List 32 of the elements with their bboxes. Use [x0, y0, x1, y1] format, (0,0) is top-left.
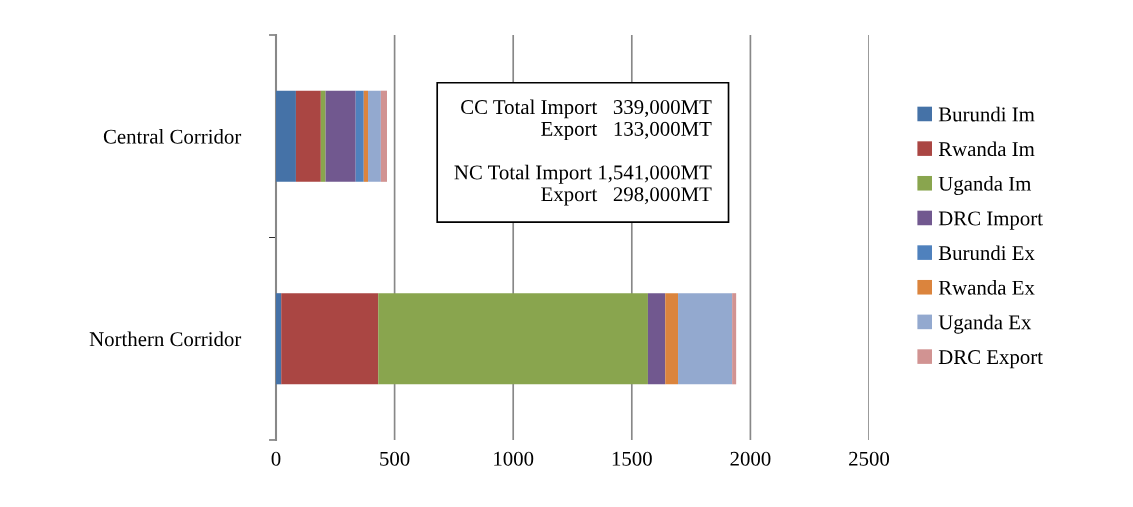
- x-tick-label: 500: [380, 451, 410, 466]
- bar: [295, 90, 321, 182]
- bar: [665, 293, 679, 385]
- bar: [355, 90, 364, 182]
- x-tick-label: 1500: [612, 451, 652, 466]
- bar: [380, 90, 388, 182]
- bar: [276, 90, 296, 182]
- bar: [281, 293, 379, 385]
- bar: [276, 293, 282, 385]
- bar: [647, 293, 666, 385]
- annotation: CC Total Import 339,000MT Export 133,000MT NC Total Import 1,541,000MT Export 298,000MT: [454, 99, 712, 206]
- bar: [732, 293, 737, 385]
- legend-label: Uganda Im: [938, 176, 1032, 196]
- legend-label: DRC Export: [938, 350, 1043, 369]
- legend-label: Rwanda Im: [938, 141, 1035, 157]
- legend-label: Uganda Ex: [938, 314, 1032, 334]
- x-tick-label: 2500: [849, 451, 890, 466]
- bar: [678, 293, 733, 385]
- bar: [320, 90, 326, 182]
- bar: [363, 90, 369, 182]
- bar: [378, 293, 648, 385]
- x-tick-label: 1000: [494, 451, 534, 466]
- x-tick-label: 2000: [730, 451, 771, 466]
- legend-label: Burundi Im: [938, 106, 1035, 122]
- legend-label: DRC Import: [938, 211, 1043, 230]
- y-tick-label: Central Corridor: [103, 129, 242, 144]
- bar: [325, 90, 356, 182]
- bar: [368, 90, 381, 182]
- legend-label: Rwanda Ex: [938, 280, 1035, 295]
- x-tick-label: 0: [271, 451, 281, 466]
- y-tick-label: Northern Corridor: [89, 331, 242, 347]
- legend-label: Burundi Ex: [938, 245, 1035, 261]
